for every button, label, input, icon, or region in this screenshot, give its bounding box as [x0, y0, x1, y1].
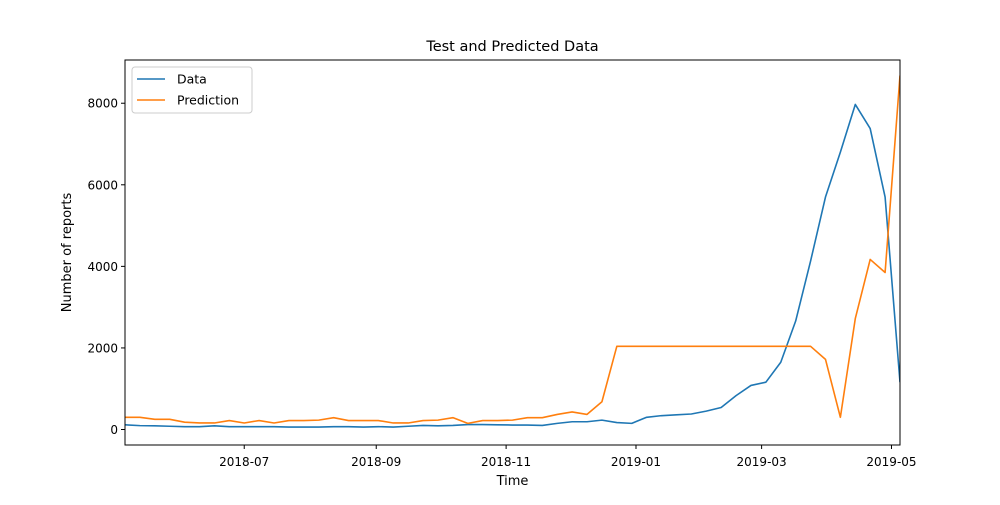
- x-tick-label: 2018-11: [481, 455, 531, 469]
- x-tick-label: 2018-07: [219, 455, 269, 469]
- y-axis-label: Number of reports: [60, 193, 75, 313]
- series-line-data: [125, 103, 900, 428]
- legend-label-data: Data: [177, 72, 207, 87]
- y-tick-label: 0: [110, 423, 118, 437]
- y-tick-label: 4000: [87, 260, 118, 274]
- y-axis: 0 2000 4000 6000 8000: [87, 97, 125, 437]
- y-tick-label: 8000: [87, 97, 118, 111]
- axes-frame: [124, 59, 901, 446]
- x-axis-label: Time: [496, 474, 529, 489]
- x-tick-label: 2018-09: [351, 455, 401, 469]
- series-line-prediction: [125, 75, 900, 425]
- x-tick-label: 2019-01: [611, 455, 661, 469]
- series-layer: [125, 75, 900, 428]
- legend-label-prediction: Prediction: [177, 93, 239, 108]
- y-tick-label: 6000: [87, 178, 118, 192]
- y-tick-label: 2000: [87, 341, 118, 355]
- x-tick-label: 2019-03: [737, 455, 787, 469]
- plot-area: [125, 60, 900, 445]
- x-tick-label: 2019-05: [866, 455, 916, 469]
- x-axis: 2018-07 2018-09 2018-11 2019-01 2019-03 2019-…: [219, 445, 917, 469]
- chart-title: Test and Predicted Data: [425, 39, 598, 55]
- legend: Data Prediction: [131, 66, 253, 114]
